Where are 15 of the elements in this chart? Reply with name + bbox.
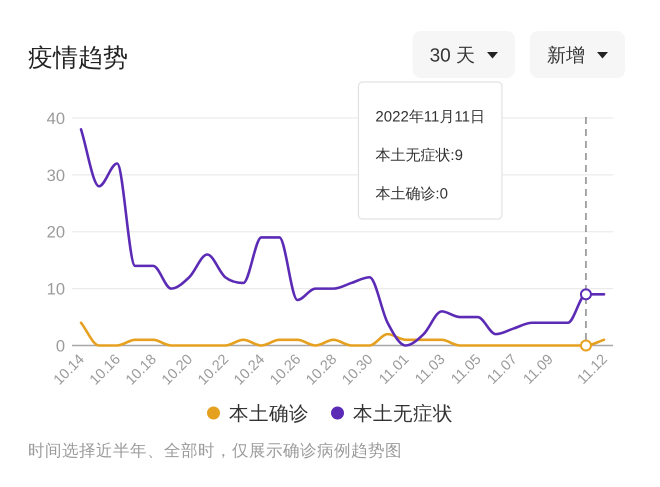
tooltip: 2022年11月11日 本土无症状:9 本土确诊:0 [358, 81, 503, 220]
annotation: 本土无症状:9 [375, 146, 463, 164]
y-tick-label: 40 [46, 110, 65, 128]
footnote: 时间选择近半年、全部时，仅展示确诊病例趋势图 [28, 442, 402, 460]
y-tick-label: 0 [56, 337, 65, 356]
y-tick-label: 10 [46, 280, 65, 299]
legend-label: 本土无症状 [353, 403, 453, 426]
y-tick-label: 20 [46, 224, 65, 242]
annotation: 2022年11月11日 [375, 108, 485, 126]
title: 疫情趋势 [28, 44, 128, 72]
legend-label: 本土确诊 [229, 403, 309, 426]
dropdown: 新增 [530, 31, 625, 78]
y-tick-label: 30 [46, 166, 65, 185]
annotation: 本土确诊:0 [375, 185, 448, 202]
dropdown: 30 天 [412, 31, 515, 78]
